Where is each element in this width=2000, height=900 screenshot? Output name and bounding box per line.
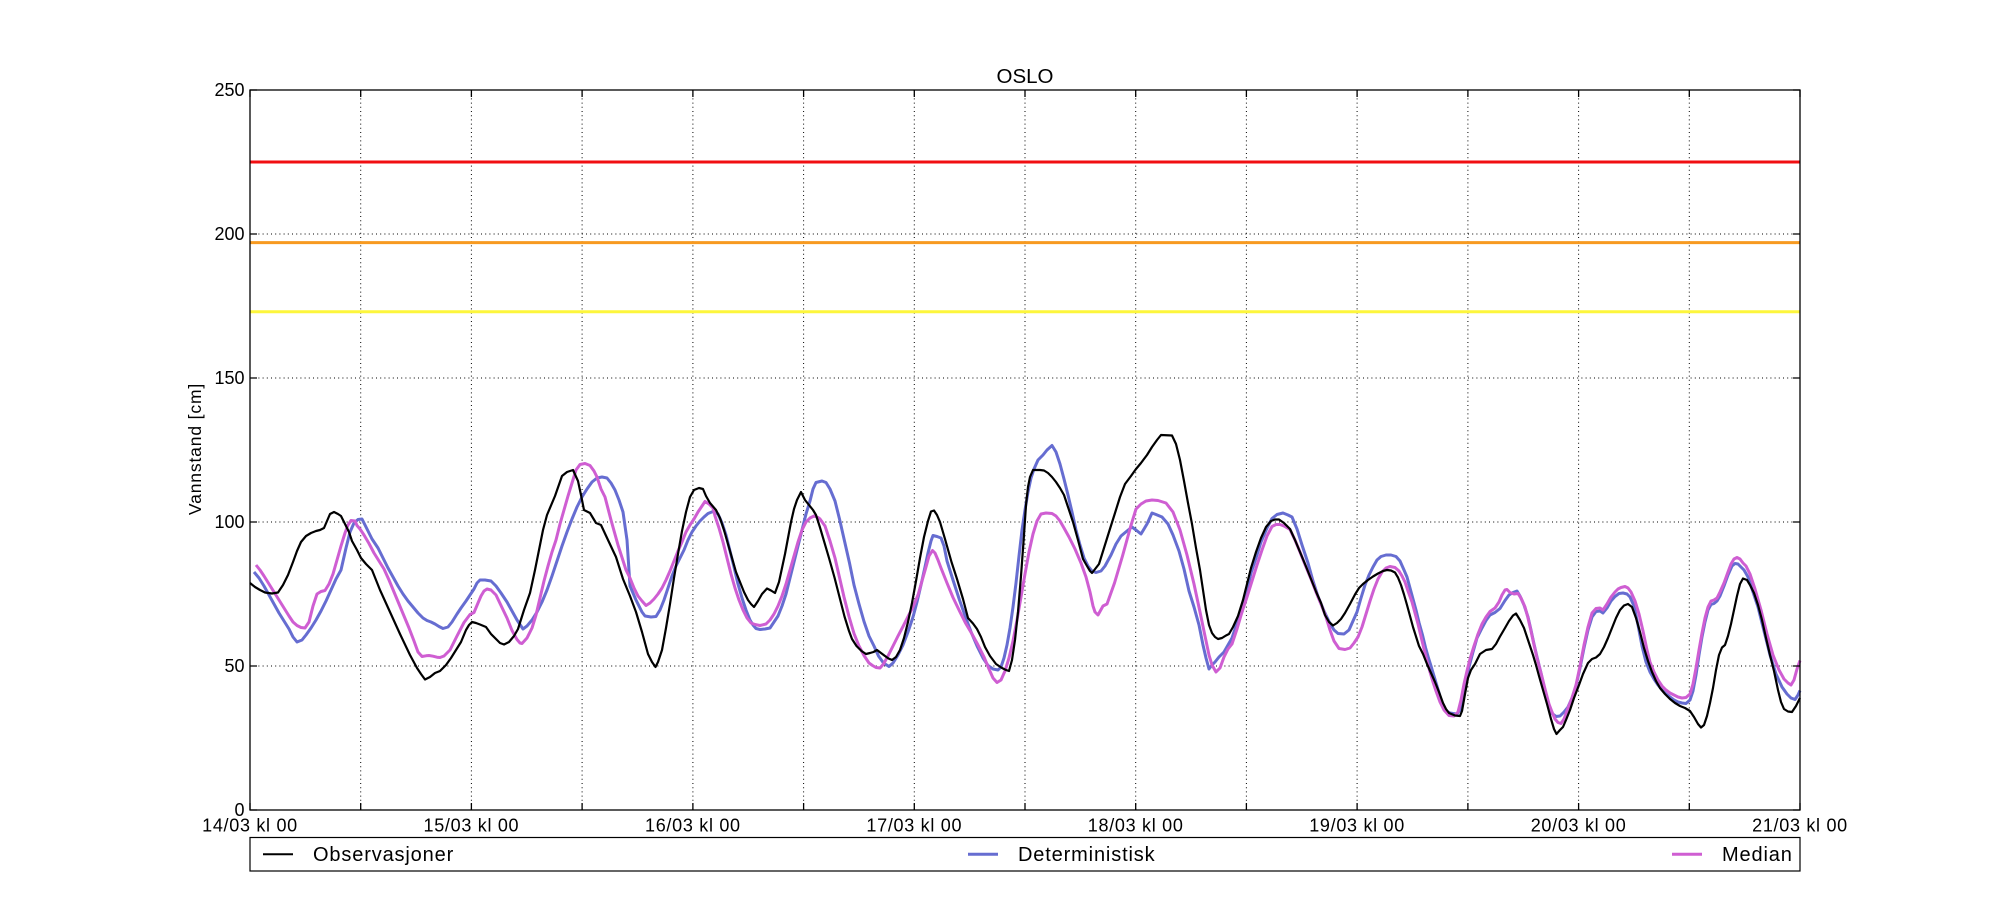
svg-text:Observasjoner: Observasjoner	[313, 844, 454, 866]
svg-text:0: 0	[234, 800, 244, 820]
svg-text:20/03 kl 00: 20/03 kl 00	[1531, 816, 1627, 836]
svg-text:Deterministisk: Deterministisk	[1018, 844, 1156, 866]
svg-text:15/03 kl 00: 15/03 kl 00	[424, 816, 520, 836]
svg-text:200: 200	[214, 224, 244, 244]
svg-text:16/03 kl 00: 16/03 kl 00	[645, 816, 741, 836]
svg-text:150: 150	[214, 368, 244, 388]
svg-text:100: 100	[214, 512, 244, 532]
svg-text:50: 50	[224, 656, 244, 676]
svg-text:18/03 kl 00: 18/03 kl 00	[1088, 816, 1184, 836]
svg-text:14/03 kl 00: 14/03 kl 00	[202, 816, 298, 836]
svg-text:19/03 kl 00: 19/03 kl 00	[1309, 816, 1405, 836]
svg-text:250: 250	[214, 80, 244, 100]
svg-text:OSLO: OSLO	[997, 65, 1054, 88]
svg-text:17/03 kl 00: 17/03 kl 00	[866, 816, 962, 836]
svg-text:21/03 kl 00: 21/03 kl 00	[1752, 816, 1848, 836]
svg-text:Vannstand [cm]: Vannstand [cm]	[185, 383, 205, 515]
svg-text:Median: Median	[1722, 844, 1793, 866]
